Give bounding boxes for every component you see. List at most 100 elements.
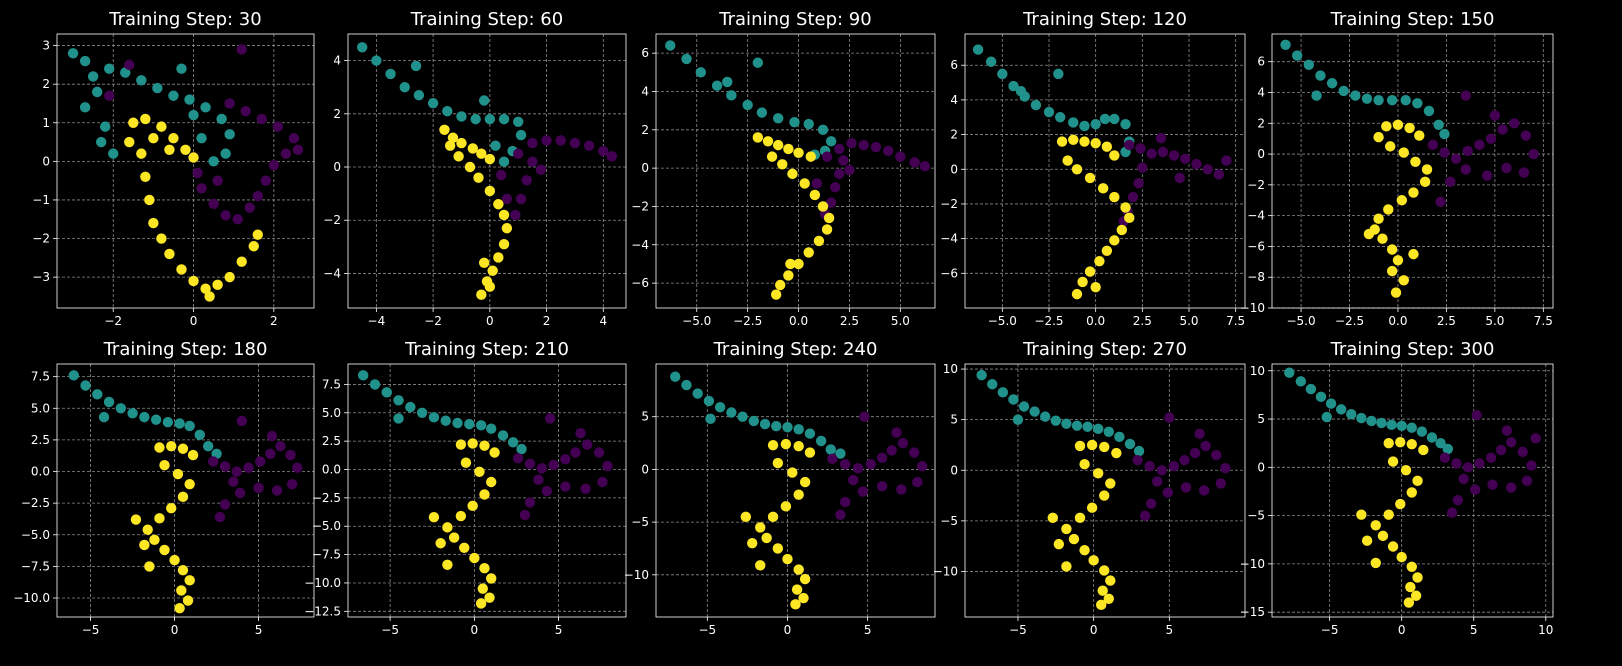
data-point bbox=[476, 148, 487, 159]
data-point bbox=[265, 448, 276, 460]
y-tick-label: −10.0 bbox=[13, 591, 50, 605]
x-tick-label: 0.0 bbox=[1086, 314, 1105, 328]
data-point bbox=[1008, 394, 1019, 405]
y-tick-label: −1 bbox=[32, 193, 50, 207]
series-2 bbox=[811, 138, 931, 220]
data-point bbox=[726, 90, 737, 101]
data-point bbox=[976, 369, 987, 381]
data-point bbox=[188, 152, 199, 163]
data-point bbox=[479, 489, 490, 500]
data-point bbox=[1295, 376, 1307, 387]
data-point bbox=[524, 458, 536, 470]
data-point bbox=[692, 388, 703, 399]
data-point bbox=[497, 430, 509, 441]
data-point bbox=[385, 68, 396, 80]
data-point bbox=[510, 209, 521, 221]
data-point bbox=[838, 155, 849, 166]
data-point bbox=[184, 94, 195, 105]
data-point bbox=[793, 258, 804, 270]
data-point bbox=[234, 487, 246, 499]
data-point bbox=[1410, 156, 1421, 167]
x-tick-label: −2.5 bbox=[1034, 314, 1063, 328]
data-point bbox=[681, 379, 692, 391]
subplot-6: −5 0 5 −10.0 −7.5 −5.0 −2.5 0.0 2.5 5.0 7.5 Trainin… bbox=[13, 339, 315, 637]
data-point bbox=[799, 178, 810, 189]
data-point bbox=[1061, 561, 1072, 572]
data-point bbox=[1386, 244, 1398, 255]
data-point bbox=[1474, 139, 1485, 151]
data-point bbox=[1421, 164, 1433, 175]
data-point bbox=[803, 247, 814, 258]
data-point bbox=[498, 238, 510, 250]
data-point bbox=[1071, 164, 1083, 175]
y-tick-label: 10 bbox=[1250, 364, 1265, 378]
data-point bbox=[825, 444, 836, 455]
data-point bbox=[830, 182, 841, 193]
data-point bbox=[1326, 78, 1338, 89]
data-point bbox=[1090, 118, 1101, 130]
data-point bbox=[670, 371, 681, 382]
data-point bbox=[498, 113, 510, 125]
data-point bbox=[1103, 593, 1114, 604]
data-point bbox=[1101, 245, 1113, 256]
data-point bbox=[1303, 59, 1315, 70]
data-point bbox=[1221, 155, 1232, 166]
data-point bbox=[535, 164, 547, 175]
x-tick-label: 0 bbox=[784, 623, 792, 637]
data-point bbox=[1156, 465, 1167, 476]
series-2 bbox=[1427, 90, 1539, 207]
data-point bbox=[1469, 484, 1481, 495]
data-point bbox=[177, 564, 189, 576]
y-tick-label: 5 bbox=[950, 413, 958, 427]
data-point bbox=[68, 370, 79, 381]
data-point bbox=[1086, 439, 1098, 451]
data-point bbox=[865, 458, 877, 470]
data-point bbox=[770, 289, 782, 300]
data-point bbox=[477, 583, 488, 594]
y-tick-label: −4 bbox=[1247, 209, 1265, 223]
series-1 bbox=[670, 371, 846, 459]
data-point bbox=[793, 489, 804, 500]
data-point bbox=[513, 148, 524, 159]
data-point bbox=[1370, 520, 1381, 531]
data-point bbox=[244, 202, 255, 213]
data-point bbox=[456, 111, 467, 122]
data-point bbox=[152, 82, 163, 94]
data-point bbox=[473, 172, 484, 183]
series-2 bbox=[208, 415, 303, 523]
y-tick-label: 4 bbox=[950, 93, 958, 107]
x-tick-label: 0 bbox=[190, 314, 198, 328]
data-point bbox=[252, 190, 263, 202]
data-point bbox=[455, 439, 467, 450]
data-point bbox=[912, 476, 923, 488]
y-tick-label: 2 bbox=[1257, 116, 1265, 130]
data-point bbox=[1410, 590, 1422, 601]
y-tick-label: 0 bbox=[42, 154, 50, 168]
subplot-3: −5.0 −2.5 0.0 2.5 5.0 −6 −4 −2 0 2 4 6 Training Step… bbox=[631, 9, 936, 328]
data-point bbox=[127, 408, 138, 419]
data-point bbox=[1439, 147, 1450, 158]
data-point bbox=[1077, 276, 1088, 288]
data-point bbox=[1338, 85, 1349, 97]
data-point bbox=[168, 90, 179, 101]
data-point bbox=[1152, 476, 1163, 487]
data-point bbox=[1090, 138, 1101, 149]
data-point bbox=[793, 147, 804, 158]
data-point bbox=[711, 80, 723, 91]
y-tick-label: −6 bbox=[631, 276, 649, 290]
data-point bbox=[1485, 452, 1497, 463]
data-point bbox=[1439, 452, 1451, 463]
y-tick-label: −2 bbox=[1247, 178, 1265, 192]
data-point bbox=[428, 412, 440, 423]
data-point bbox=[876, 452, 888, 464]
data-point bbox=[176, 264, 187, 275]
data-point bbox=[1211, 449, 1222, 461]
data-point bbox=[236, 44, 247, 55]
axes-frame bbox=[1271, 363, 1554, 618]
data-point bbox=[410, 60, 422, 72]
series-1 bbox=[357, 370, 527, 455]
data-point bbox=[555, 135, 566, 146]
data-point bbox=[271, 485, 283, 496]
y-tick-label: −4 bbox=[323, 266, 341, 280]
data-point bbox=[825, 197, 837, 208]
